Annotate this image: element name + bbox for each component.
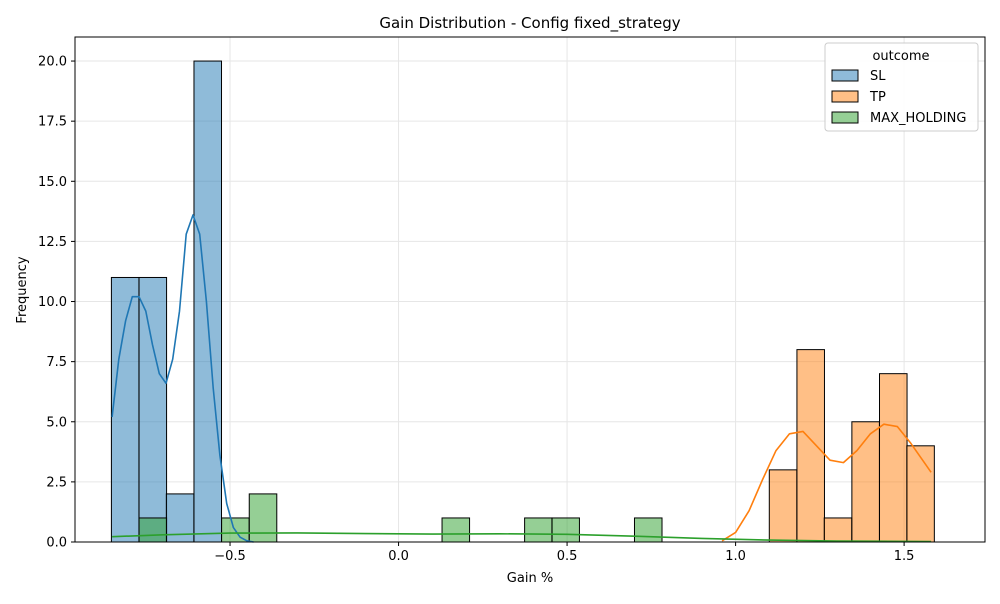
x-axis-label: Gain % — [507, 571, 553, 586]
x-tick-label-3: 1.0 — [725, 549, 746, 564]
y-tick-label-0: 0.0 — [46, 536, 67, 551]
legend-box — [824, 42, 979, 132]
y-tick-label-4: 10.0 — [38, 295, 67, 310]
y-tick-label-2: 5.0 — [46, 415, 67, 430]
bar-tp-4 — [879, 373, 908, 543]
x-tick-label-4: 1.5 — [894, 549, 915, 564]
bar-tp-5 — [906, 445, 935, 543]
bar-sl-3 — [193, 60, 223, 543]
bar-tp-0 — [768, 469, 798, 543]
chart-title: Gain Distribution - Config fixed_strateg… — [379, 14, 680, 33]
kde-line-tp — [721, 423, 932, 542]
ticks-layer: −0.5 0.0 0.5 1.0 1.5 0.0 2.5 5.0 7.5 10.0 12.5 15.0… — [38, 55, 914, 564]
legend-swatch-tp — [831, 90, 859, 103]
bar-max-holding-3 — [441, 517, 471, 543]
bar-max-holding-5 — [551, 517, 580, 543]
bar-sl-0 — [110, 276, 140, 543]
bar-tp-3 — [851, 421, 880, 543]
legend-label-sl: SL — [870, 69, 886, 84]
y-tick-label-3: 7.5 — [46, 355, 67, 370]
bar-max-holding-0 — [138, 517, 168, 543]
bar-tp-2 — [823, 517, 853, 543]
bar-max-holding-2 — [248, 493, 278, 543]
legend-swatch-max-holding — [831, 111, 859, 124]
bars-layer — [110, 60, 935, 543]
bar-sl-1 — [138, 276, 168, 543]
y-tick-label-5: 12.5 — [38, 235, 67, 250]
bar-max-holding-6 — [633, 517, 663, 543]
bar-max-holding-4 — [524, 517, 553, 543]
legend-label-tp: TP — [869, 90, 886, 105]
kde-layer — [111, 214, 932, 543]
legend-title: outcome — [872, 49, 929, 64]
y-axis-label: Frequency — [15, 256, 30, 323]
plot-frame — [74, 36, 986, 543]
legend-label-max-holding: MAX_HOLDING — [870, 111, 966, 126]
legend-swatch-sl — [831, 69, 859, 82]
x-tick-label-0: −0.5 — [214, 549, 246, 564]
x-tick-label-1: 0.0 — [388, 549, 409, 564]
y-tick-label-7: 17.5 — [38, 115, 67, 130]
legend: outcome SL TP MAX_HOLDING — [824, 42, 979, 132]
kde-line-max-holding — [112, 532, 932, 543]
x-tick-label-2: 0.5 — [557, 549, 578, 564]
y-tick-label-1: 2.5 — [46, 475, 67, 490]
bar-tp-1 — [796, 349, 825, 543]
kde-line-sl — [111, 214, 254, 543]
y-tick-label-8: 20.0 — [38, 55, 67, 70]
y-tick-label-6: 15.0 — [38, 175, 67, 190]
